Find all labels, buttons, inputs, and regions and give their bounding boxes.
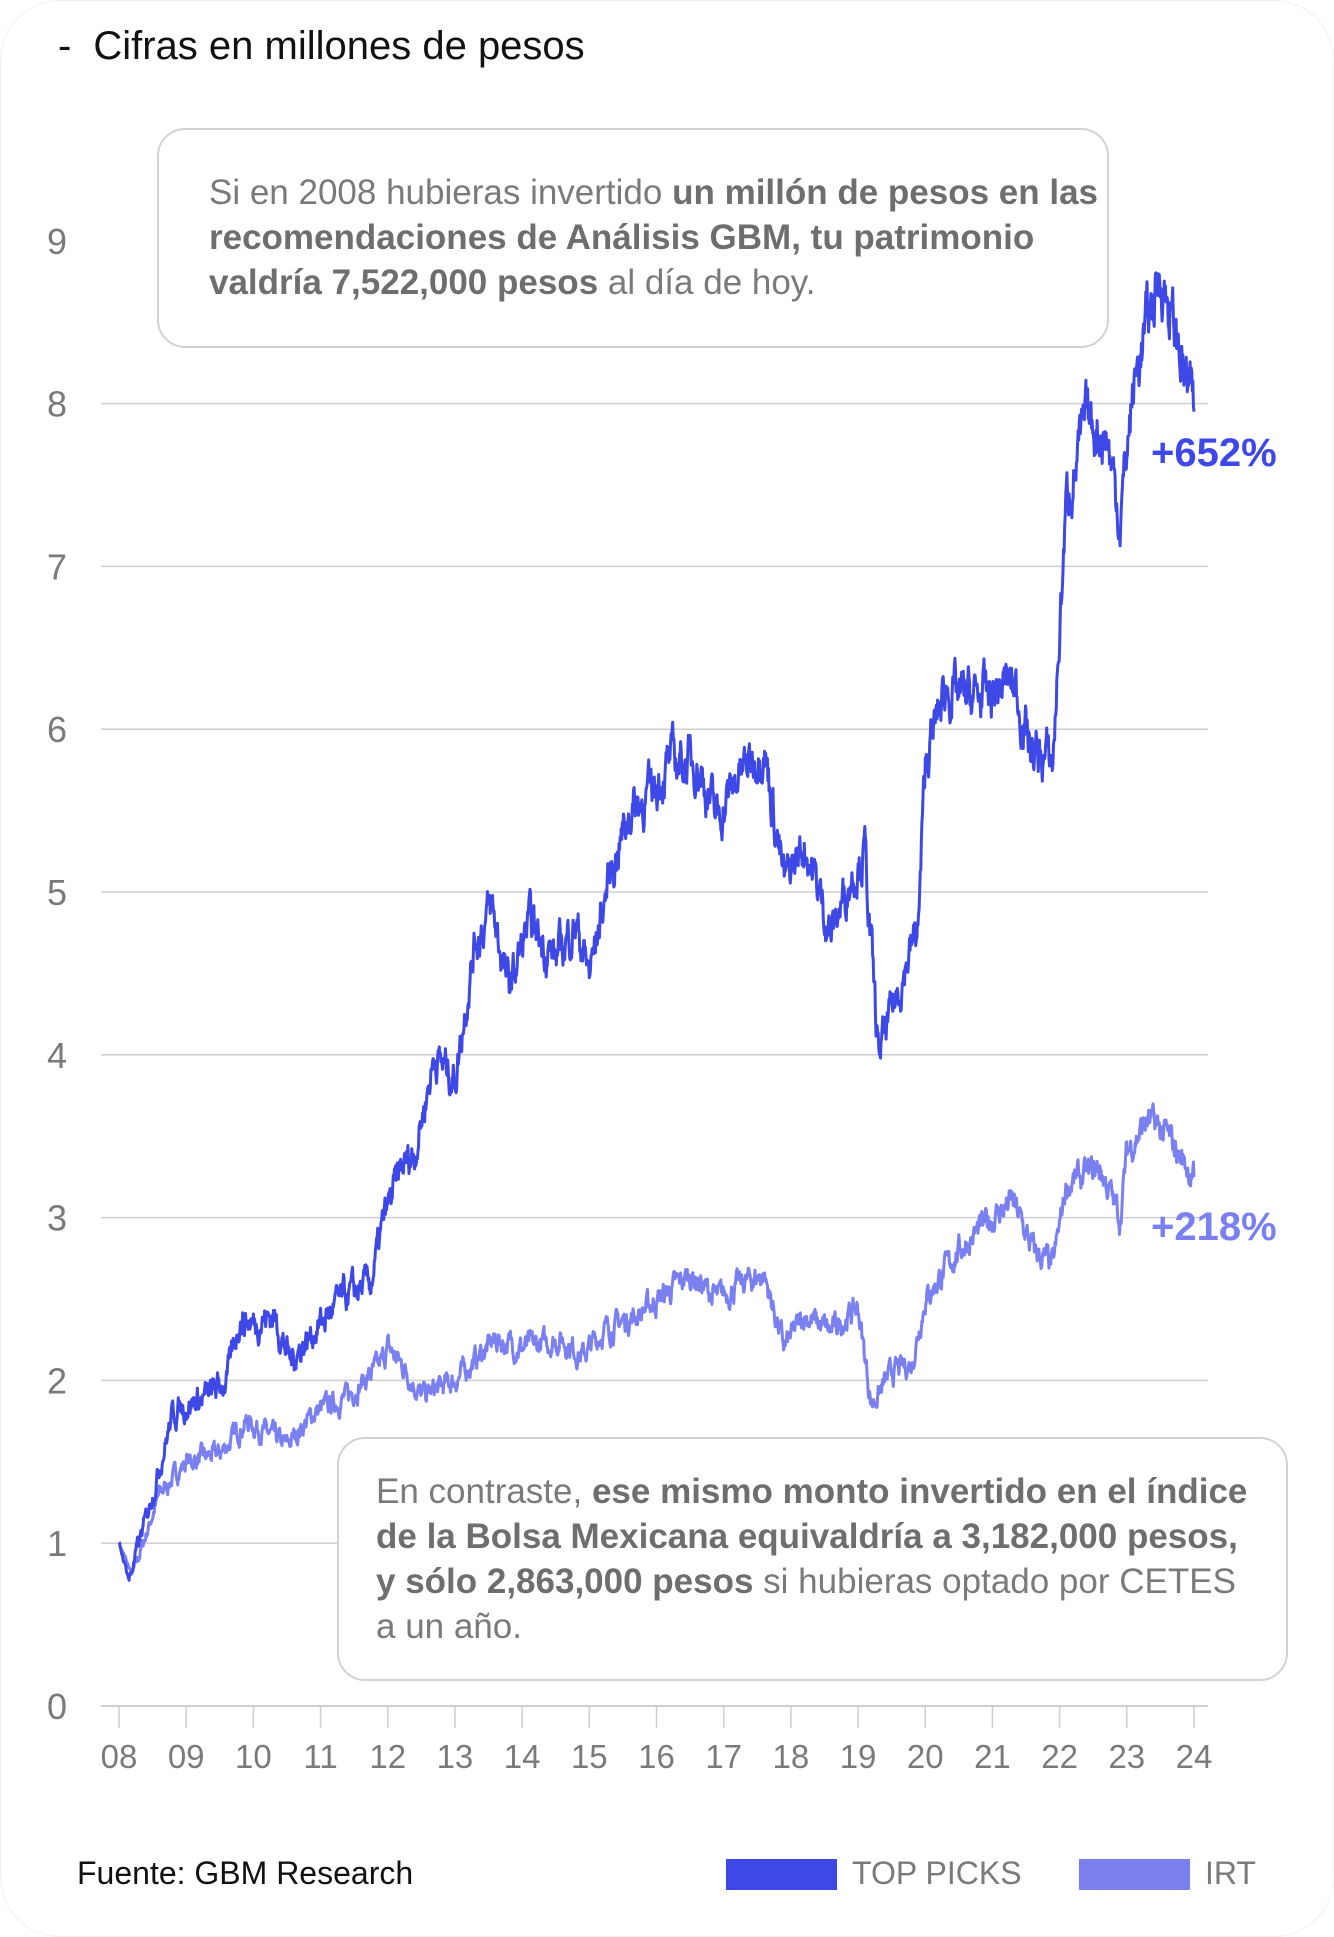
legend-label-irt: IRT [1205,1855,1256,1891]
x-tick-label: 16 [638,1738,675,1775]
callout-text: En contraste, [376,1472,592,1511]
x-tick-label: 17 [705,1738,742,1775]
x-tick-label: 19 [840,1738,877,1775]
x-tick-label: 15 [571,1738,608,1775]
y-tick-label: 1 [47,1523,67,1564]
y-tick-label: 9 [47,221,67,262]
irt-callout: En contraste, ese mismo monto invertido … [337,1437,1288,1681]
y-tick-label: 0 [47,1686,67,1727]
top-picks-line [117,271,1196,1582]
gridlines [101,402,1208,1544]
x-tick-label: 08 [101,1738,138,1775]
x-tick-label: 13 [437,1738,474,1775]
x-tick-label: 14 [504,1738,541,1775]
x-axis: 08 09 10 11 12 13 14 15 16 17 18 19 20 21 22 23 24 [101,1705,1213,1775]
y-tick-label: 5 [47,872,67,913]
callout-text: si hubieras optado por CETES a un año. [376,1562,1236,1646]
legend-label-top-picks: TOP PICKS [852,1855,1022,1891]
legend-swatch-irt [1079,1859,1190,1890]
y-axis-labels: 0 1 2 3 4 5 6 7 8 9 [47,221,67,1727]
y-tick-label: 4 [47,1035,67,1076]
irt-line [117,1102,1196,1576]
callout-text: al día de hoy. [598,263,816,302]
top-picks-return-label: +652% [1151,431,1277,475]
x-tick-label: 09 [168,1738,205,1775]
y-tick-label: 8 [47,384,67,425]
callout-text: Si en 2008 hubieras invertido [209,173,673,212]
x-tick-label: 12 [369,1738,406,1775]
x-tick-label: 23 [1108,1738,1145,1775]
x-tick-label: 18 [773,1738,810,1775]
x-tick-label: 11 [303,1738,337,1775]
source-note: Fuente: GBM Research [77,1855,414,1891]
legend-swatch-top-picks [726,1859,837,1890]
y-tick-label: 6 [47,709,67,750]
x-tick-label: 22 [1041,1738,1078,1775]
x-tick-label: 20 [907,1738,944,1775]
x-tick-label: 24 [1176,1738,1213,1775]
bullet-dash: - [58,24,72,68]
x-tick-label: 10 [235,1738,272,1775]
callout-bold-text: ese mismo monto invertido en el índice d… [376,1472,1248,1601]
chart-subtitle: - Cifras en millones de pesos [58,24,585,69]
x-tick-label: 21 [974,1738,1011,1775]
y-tick-label: 2 [47,1360,67,1401]
irt-return-label: +218% [1151,1205,1277,1249]
y-tick-label: 3 [47,1198,67,1239]
series-lines [117,271,1196,1582]
subtitle-text: Cifras en millones de pesos [93,24,585,68]
y-tick-label: 7 [47,546,67,587]
callout-bold-text: un millón de pesos en las recomendacione… [209,173,1099,302]
top-picks-callout: Si en 2008 hubieras invertido un millón … [157,128,1109,348]
